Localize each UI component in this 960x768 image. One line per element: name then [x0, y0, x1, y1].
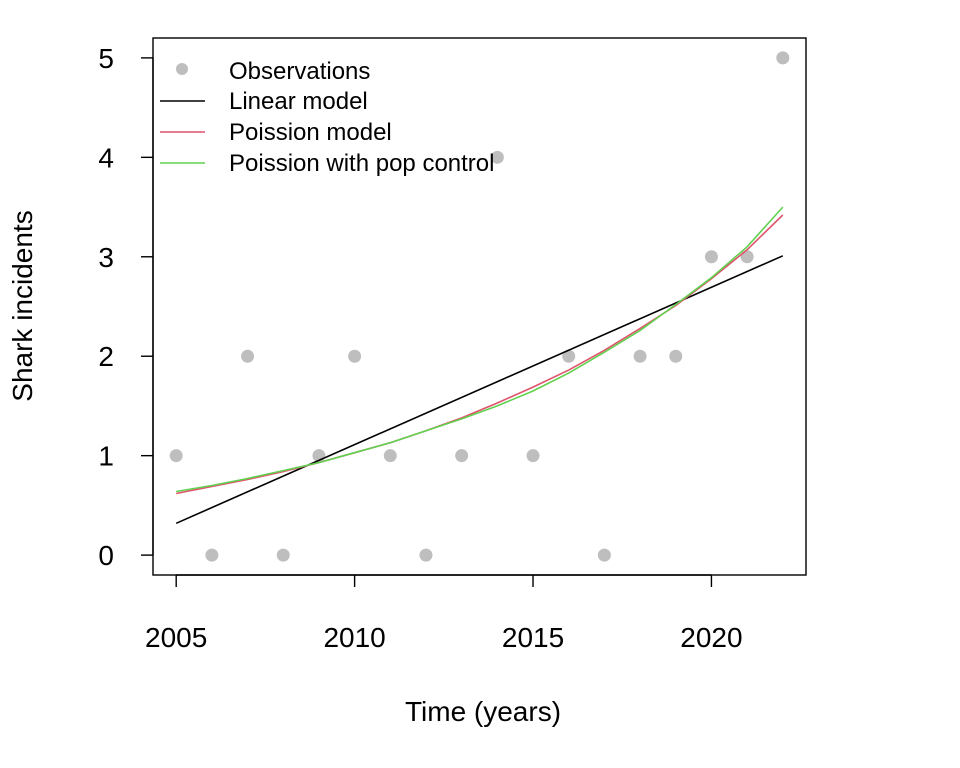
y-tick-label: 1	[98, 441, 114, 472]
observation-point	[419, 548, 433, 562]
observation-point	[740, 250, 754, 264]
y-tick-label: 3	[98, 242, 114, 273]
series-line-3	[176, 206, 784, 493]
y-axis: 0 1 2 3 4 5	[98, 43, 154, 571]
observation-point	[383, 449, 397, 463]
observation-point	[526, 449, 540, 463]
observation-point	[455, 449, 469, 463]
legend-label: Poission model	[229, 119, 392, 146]
observation-point	[490, 150, 504, 164]
observation-point	[633, 349, 647, 363]
y-tick-label: 4	[98, 142, 114, 173]
observation-point	[169, 449, 183, 463]
legend-marker-observations	[176, 63, 188, 75]
x-tick-label: 2005	[145, 622, 207, 653]
series-line-1	[175, 255, 784, 525]
y-tick-label: 0	[98, 540, 114, 571]
observation-point	[704, 250, 718, 264]
y-tick-label: 5	[98, 43, 114, 74]
observation-point	[241, 349, 255, 363]
observation-point	[669, 349, 683, 363]
series-line-2	[176, 214, 784, 495]
legend-label: Poission with pop control	[229, 150, 494, 177]
observation-point	[276, 548, 290, 562]
y-axis-label: Shark incidents	[7, 210, 38, 401]
observation-point	[348, 349, 362, 363]
observation-point	[562, 349, 576, 363]
legend: Observations Linear model Poission model Po…	[160, 58, 494, 177]
plot-area	[169, 51, 790, 562]
observation-point	[597, 548, 611, 562]
legend-label: Linear model	[229, 88, 368, 115]
x-tick-label: 2010	[323, 622, 385, 653]
x-tick-label: 2015	[502, 622, 564, 653]
x-axis: 2005 2010 2015 2020	[145, 574, 743, 653]
y-tick-label: 2	[98, 341, 114, 372]
x-tick-label: 2020	[680, 622, 742, 653]
x-axis-label: Time (years)	[405, 696, 561, 727]
observation-point	[205, 548, 219, 562]
observation-point	[776, 51, 790, 65]
legend-label: Observations	[229, 58, 370, 85]
